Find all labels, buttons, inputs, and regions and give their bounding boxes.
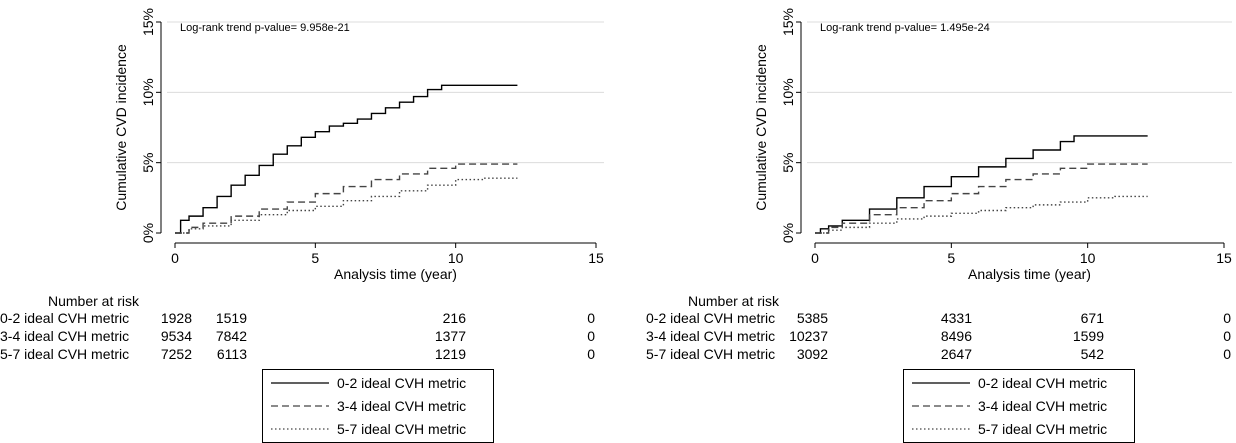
risk-row-label: 0-2 ideal CVH metric [0, 310, 130, 326]
risk-cell: 4331 [940, 310, 972, 326]
legend-label: 5-7 ideal CVH metric [978, 421, 1108, 437]
risk-cell: 1519 [215, 310, 247, 326]
risk-table-title: Number at risk [48, 293, 140, 309]
legend-label: 3-4 ideal CVH metric [337, 398, 467, 414]
km-plot-right: 0% 5% 10% 15% 0 5 10 15 Analysis time (year) Cumu… [753, 8, 1232, 282]
legend-item-0-2: 0-2 ideal CVH metric [912, 373, 1107, 393]
x-tick-label: 15 [588, 250, 604, 266]
risk-cell: 0 [587, 328, 595, 344]
risk-row-3-4: 3-4 ideal CVH metric 10237 8496 1599 0 [618, 328, 1236, 346]
risk-row-0-2: 0-2 ideal CVH metric 5385 4331 671 0 [618, 310, 1236, 328]
x-tick-label: 10 [448, 250, 464, 266]
y-tick-label: 10% [140, 78, 156, 106]
risk-row-5-7: 5-7 ideal CVH metric 3092 2647 542 0 [618, 346, 1236, 364]
pvalue-annotation: Log-rank trend p-value= 9.958e-21 [180, 22, 350, 34]
risk-cell: 1219 [434, 346, 466, 362]
km-curve-dotted [815, 195, 1148, 234]
risk-cell: 0 [1223, 346, 1231, 362]
risk-row-3-4: 3-4 ideal CVH metric 9534 7842 1377 0 [0, 328, 618, 346]
km-panel-right: 0% 5% 10% 15% 0 5 10 15 Analysis time (year) Cumu… [618, 0, 1236, 443]
risk-cell: 10237 [789, 328, 828, 344]
legend-swatch-solid [271, 382, 329, 384]
risk-cell: 2647 [940, 346, 972, 362]
y-tick-label: 15% [780, 8, 796, 36]
legend-item-0-2: 0-2 ideal CVH metric [271, 373, 466, 393]
x-axis-title: Analysis time (year) [968, 266, 1091, 282]
x-tick-label: 0 [811, 250, 819, 266]
risk-cell: 0 [1223, 328, 1231, 344]
risk-cell: 216 [442, 310, 466, 326]
risk-table-title: Number at risk [688, 293, 780, 309]
km-curve-dotted [175, 177, 518, 234]
risk-row-label: 5-7 ideal CVH metric [646, 346, 776, 362]
risk-cell: 0 [587, 310, 595, 326]
legend-swatch-solid [912, 382, 970, 384]
legend-item-3-4: 3-4 ideal CVH metric [271, 396, 466, 416]
y-axis-title: Cumulative CVD incidence [113, 44, 129, 211]
km-curve-solid [175, 84, 518, 234]
legend-label: 5-7 ideal CVH metric [337, 421, 467, 437]
x-axis-title: Analysis time (year) [334, 266, 457, 282]
legend-item-3-4: 3-4 ideal CVH metric [912, 396, 1107, 416]
risk-cell: 8496 [940, 328, 972, 344]
risk-cell: 1599 [1072, 328, 1104, 344]
y-tick-label: 15% [140, 8, 156, 36]
km-curve-dashed [175, 163, 518, 234]
x-tick-label: 10 [1080, 250, 1096, 266]
risk-cell: 1377 [434, 328, 466, 344]
risk-cell: 671 [1080, 310, 1104, 326]
legend-label: 0-2 ideal CVH metric [978, 375, 1108, 391]
legend-swatch-dotted [912, 428, 970, 430]
risk-cell: 9534 [160, 328, 192, 344]
risk-cell: 5385 [796, 310, 828, 326]
chart-legend: 0-2 ideal CVH metric 3-4 ideal CVH metri… [262, 369, 494, 443]
legend-item-5-7: 5-7 ideal CVH metric [912, 419, 1107, 439]
y-tick-label: 0% [140, 223, 156, 243]
km-panel-left: 0% 5% 10% 15% 0 5 10 15 Analysis time (year) Cumu… [0, 0, 618, 443]
km-curve-dashed [815, 163, 1148, 234]
risk-cell: 7842 [215, 328, 247, 344]
x-tick-label: 5 [311, 250, 319, 266]
legend-swatch-dashed [912, 405, 970, 407]
risk-row-label: 0-2 ideal CVH metric [646, 310, 776, 326]
x-tick-label: 0 [171, 250, 179, 266]
risk-row-label: 3-4 ideal CVH metric [0, 328, 130, 344]
km-plot-left: 0% 5% 10% 15% 0 5 10 15 Analysis time (year) Cumu… [113, 8, 604, 282]
risk-cell: 6113 [216, 346, 247, 362]
risk-row-0-2: 0-2 ideal CVH metric 1928 1519 216 0 [0, 310, 618, 328]
legend-item-5-7: 5-7 ideal CVH metric [271, 419, 466, 439]
x-tick-label: 5 [947, 250, 955, 266]
legend-label: 0-2 ideal CVH metric [337, 375, 467, 391]
risk-cell: 3092 [796, 346, 828, 362]
legend-label: 3-4 ideal CVH metric [978, 398, 1108, 414]
risk-row-5-7: 5-7 ideal CVH metric 7252 6113 1219 0 [0, 346, 618, 364]
risk-cell: 542 [1080, 346, 1104, 362]
km-curve-solid [815, 135, 1148, 234]
legend-swatch-dashed [271, 405, 329, 407]
chart-legend: 0-2 ideal CVH metric 3-4 ideal CVH metri… [903, 369, 1135, 443]
risk-cell: 7252 [160, 346, 192, 362]
risk-cell: 0 [1223, 310, 1231, 326]
y-tick-label: 0% [780, 223, 796, 243]
y-axis-title: Cumulative CVD incidence [753, 44, 769, 211]
y-tick-label: 5% [780, 153, 796, 173]
pvalue-annotation: Log-rank trend p-value= 1.495e-24 [820, 22, 990, 34]
risk-row-label: 3-4 ideal CVH metric [646, 328, 776, 344]
risk-cell: 1928 [160, 310, 192, 326]
risk-row-label: 5-7 ideal CVH metric [0, 346, 130, 362]
x-tick-label: 15 [1216, 250, 1232, 266]
risk-cell: 0 [587, 346, 595, 362]
y-tick-label: 10% [780, 78, 796, 106]
y-tick-label: 5% [140, 153, 156, 173]
legend-swatch-dotted [271, 428, 329, 430]
